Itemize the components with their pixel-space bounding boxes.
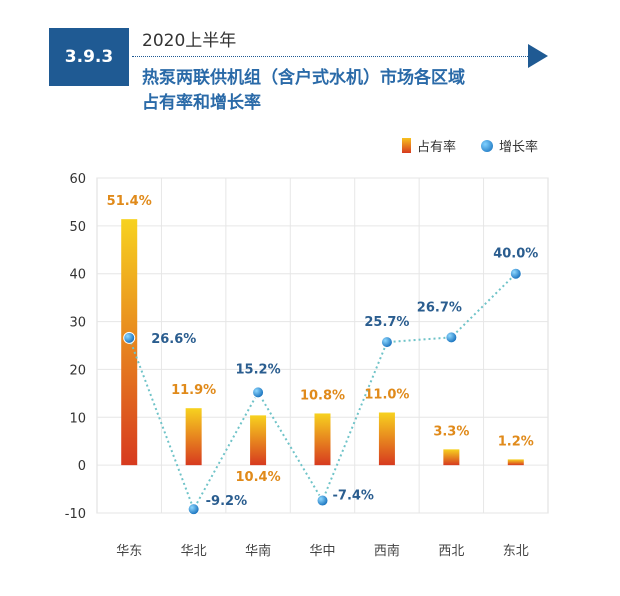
y-tick-label: 0	[78, 459, 86, 474]
growth-point	[509, 267, 522, 280]
bar-data-label: 3.3%	[433, 424, 469, 439]
growth-data-label: 25.7%	[364, 315, 409, 330]
chart-title-line1: 热泵两联供机组（含户式水机）市场各区域	[142, 68, 465, 88]
growth-point	[123, 331, 136, 344]
x-category-label: 华东	[116, 544, 142, 559]
legend-label-growth: 增长率	[499, 140, 539, 155]
x-category-label: 华南	[245, 543, 271, 559]
bar-share	[250, 415, 267, 466]
x-category-label: 华北	[181, 544, 207, 559]
bar-swatch-icon	[402, 138, 411, 153]
growth-point	[445, 331, 458, 344]
y-tick-label: 40	[69, 268, 86, 283]
growth-point	[380, 336, 393, 349]
y-tick-label: 10	[69, 411, 86, 426]
section-badge: 3.9.3	[49, 28, 129, 86]
bar-data-label: 1.2%	[498, 434, 534, 449]
x-category-label: 华中	[309, 544, 335, 559]
bar-share	[185, 408, 202, 466]
growth-data-label: 15.2%	[236, 362, 281, 377]
growth-point	[252, 386, 265, 399]
x-category-label: 西南	[374, 543, 400, 559]
bar-data-label: 11.9%	[171, 383, 216, 398]
y-tick-label: 60	[69, 172, 86, 187]
chart-title-line2: 占有率和增长率	[142, 93, 261, 113]
header-arrow-line	[132, 56, 530, 57]
year-label: 2020上半年	[142, 31, 237, 51]
bar-share	[443, 449, 460, 466]
legend-item-share: 占有率	[402, 136, 456, 155]
bar-data-label: 10.8%	[300, 388, 345, 403]
bar-data-label: 10.4%	[236, 470, 281, 485]
bar-share	[507, 459, 524, 466]
growth-data-label: -9.2%	[206, 494, 247, 509]
growth-point	[316, 494, 329, 507]
x-category-label: 东北	[503, 544, 529, 559]
growth-data-label: 26.6%	[151, 332, 196, 347]
growth-data-label: 26.7%	[417, 300, 462, 315]
dot-swatch-icon	[481, 139, 493, 152]
bar-data-label: 51.4%	[107, 194, 152, 209]
bar-data-label: 11.0%	[364, 388, 409, 403]
legend-label-share: 占有率	[417, 140, 457, 155]
growth-data-label: 40.0%	[493, 247, 538, 262]
y-tick-label: 50	[69, 220, 86, 235]
chart-title: 热泵两联供机组（含户式水机）市场各区域 占有率和增长率	[142, 66, 465, 116]
bar-share	[378, 412, 395, 466]
y-tick-label: -10	[65, 507, 86, 522]
growth-data-label: -7.4%	[333, 489, 374, 504]
legend-item-growth: 增长率	[481, 136, 538, 155]
y-tick-label: 20	[69, 363, 86, 378]
bar-share	[314, 413, 331, 466]
y-tick-label: 30	[69, 316, 86, 331]
x-category-label: 西北	[438, 544, 464, 559]
growth-point	[187, 503, 200, 516]
arrow-right-icon	[528, 44, 548, 68]
